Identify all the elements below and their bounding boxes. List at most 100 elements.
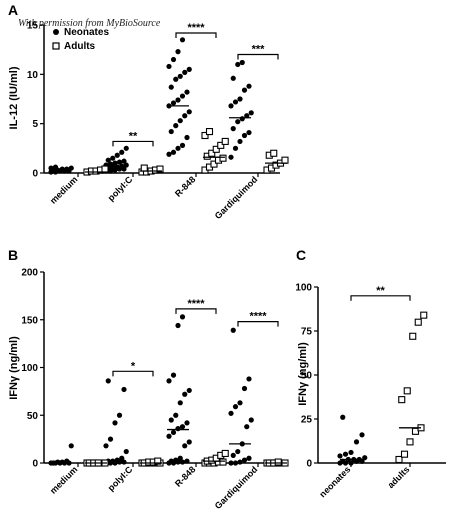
- pa-point-neonates: [175, 49, 181, 55]
- pb-point-neonates: [107, 436, 114, 442]
- pa-point-neonates: [182, 113, 188, 119]
- pb-point-neonates: [182, 391, 188, 397]
- pa-point-neonates: [166, 151, 172, 157]
- pa-point-neonates: [112, 160, 118, 166]
- pa-point-neonates: [68, 165, 74, 171]
- pb-point-neonates: [175, 322, 181, 329]
- pa-point-neonates: [241, 87, 248, 93]
- pb-point-neonates: [166, 433, 172, 439]
- pc-point-adults: [395, 455, 403, 464]
- panel-a: A IL-12 (IU/ml) Neonates Adults 0 5 10 15 me…: [8, 2, 289, 221]
- pa-significance-label: ****: [187, 22, 205, 34]
- pb-point-neonates: [235, 448, 241, 455]
- pa-point-neonates: [48, 165, 54, 171]
- pb-y-tick-label: 50: [27, 411, 39, 422]
- pa-point-adults: [217, 141, 225, 149]
- pa-point-neonates: [239, 116, 245, 122]
- legend-neonates-marker: [53, 29, 59, 35]
- pc-point-neonates: [340, 414, 346, 420]
- pa-point-neonates: [177, 118, 183, 124]
- pc-point-adults: [414, 318, 422, 326]
- pb-significance-bracket: [112, 370, 154, 377]
- pb-point-neonates: [179, 314, 186, 320]
- pc-y-tick-label: 100: [295, 283, 312, 294]
- pa-point-neonates: [168, 84, 174, 90]
- pa-point-neonates: [241, 132, 248, 139]
- pa-point-neonates: [114, 152, 120, 158]
- pb-point-neonates: [105, 378, 111, 384]
- pb-category-label: R-848: [173, 464, 197, 488]
- pa-point-neonates: [52, 164, 59, 170]
- pb-point-adults: [274, 458, 282, 466]
- pa-y-tick-label: 10: [27, 70, 39, 81]
- pb-point-neonates: [103, 443, 109, 449]
- pb-point-neonates: [121, 386, 127, 393]
- pa-point-neonates: [186, 109, 192, 115]
- pa-point-neonates: [184, 134, 190, 141]
- pc-point-adults: [403, 387, 411, 395]
- pb-point-neonates: [186, 439, 192, 445]
- pc-y-tick-label: 50: [301, 371, 313, 382]
- pa-point-adults: [201, 131, 209, 140]
- pb-point-neonates: [112, 420, 118, 426]
- pb-point-neonates: [184, 458, 190, 464]
- pb-significance-bracket: [175, 308, 217, 314]
- pc-point-adults: [409, 332, 417, 340]
- pa-significance-bracket: [237, 53, 279, 60]
- pc-point-neonates: [337, 453, 343, 459]
- pb-category-label: Gardiquimod: [213, 464, 260, 511]
- panel-letter-b: B: [8, 247, 18, 263]
- pb-significance-bracket: [237, 321, 279, 327]
- pb-y-tick-label: 150: [21, 315, 38, 326]
- pb-point-neonates: [64, 458, 70, 464]
- pa-point-neonates: [239, 59, 245, 66]
- watermark: With permission from MyBioSource: [18, 18, 161, 29]
- pb-point-neonates: [241, 385, 248, 392]
- pa-point-neonates: [179, 37, 186, 43]
- pa-y-tick-label: 15: [27, 21, 39, 32]
- pa-point-neonates: [123, 162, 129, 168]
- pb-point-neonates: [119, 455, 125, 461]
- legend-adults-marker: [52, 42, 60, 50]
- pa-category-label: polyI:C: [106, 174, 135, 203]
- pb-point-neonates: [230, 452, 236, 458]
- pa-point-neonates: [230, 75, 236, 81]
- pb-point-neonates: [241, 457, 248, 463]
- pb-significance-label: ****: [249, 311, 267, 323]
- pb-point-neonates: [50, 460, 56, 466]
- pa-point-neonates: [116, 159, 123, 165]
- pa-point-neonates: [230, 126, 236, 132]
- pa-point-neonates: [121, 158, 127, 164]
- pb-point-neonates: [237, 459, 243, 465]
- panel-b: B IFNγ (ng/ml) 0 50 100 150 200 medium polyI:C…: [8, 247, 289, 511]
- pa-category-label: medium: [48, 174, 79, 205]
- pb-point-adults: [154, 457, 162, 465]
- pa-point-neonates: [175, 97, 181, 103]
- pb-point-neonates: [246, 376, 252, 382]
- pb-y-tick-label: 200: [21, 268, 38, 279]
- pa-point-neonates: [237, 138, 243, 145]
- pa-point-neonates: [248, 110, 254, 116]
- pa-point-neonates: [182, 69, 188, 75]
- pc-point-adults: [406, 438, 414, 446]
- pa-point-neonates: [235, 61, 241, 68]
- y-axis-title-b: IFNγ (ng/ml): [8, 336, 20, 400]
- pa-point-neonates: [64, 166, 70, 172]
- pa-point-neonates: [119, 149, 125, 155]
- pc-point-neonates: [359, 432, 365, 438]
- pb-point-neonates: [248, 417, 254, 423]
- pb-point-neonates: [170, 429, 177, 436]
- pa-point-neonates: [228, 154, 234, 160]
- y-axis-title-c: IFNγ (ng/ml): [297, 342, 309, 406]
- pb-point-neonates: [114, 457, 120, 463]
- pb-point-neonates: [177, 400, 183, 406]
- pa-point-neonates: [170, 149, 177, 155]
- pa-point-adults: [210, 160, 218, 168]
- pa-point-adults: [208, 149, 216, 157]
- pa-significance-label: ***: [252, 43, 266, 55]
- pb-significance-label: ****: [187, 298, 205, 310]
- pa-point-neonates: [105, 157, 111, 163]
- pc-point-neonates: [353, 439, 360, 445]
- pa-point-neonates: [123, 145, 129, 151]
- panel-letter-c: C: [296, 247, 306, 263]
